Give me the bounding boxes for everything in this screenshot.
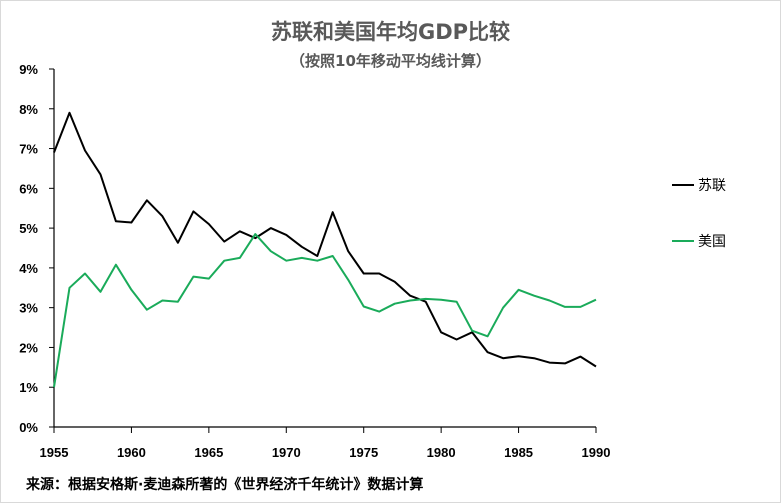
y-tick-label: 7% <box>19 142 38 157</box>
legend-label: 苏联 <box>698 178 726 194</box>
x-tick-label: 1955 <box>40 445 69 460</box>
y-tick-label: 2% <box>19 340 38 355</box>
y-tick-label: 4% <box>19 261 38 276</box>
x-tick-label: 1975 <box>349 445 378 460</box>
y-tick-label: 1% <box>19 380 38 395</box>
legend-label: 美国 <box>698 234 726 250</box>
x-tick-label: 1985 <box>504 445 533 460</box>
x-tick-label: 1965 <box>194 445 223 460</box>
series-line-ussr <box>53 111 597 368</box>
y-tick-label: 5% <box>19 221 38 236</box>
x-tick-label: 1960 <box>117 445 146 460</box>
source-note: 来源：根据安格斯·麦迪森所著的《世界经济千年统计》数据计算 <box>26 477 424 493</box>
x-tick-label: 1990 <box>582 445 611 460</box>
series-line-usa <box>53 233 597 388</box>
y-tick-label: 3% <box>19 301 38 316</box>
chart-subtitle: （按照10年移动平均线计算） <box>290 52 491 70</box>
y-tick-label: 0% <box>19 420 38 435</box>
chart-title: 苏联和美国年均GDP比较 <box>270 20 511 44</box>
x-tick-label: 1980 <box>427 445 456 460</box>
x-tick-label: 1970 <box>272 445 301 460</box>
y-tick-label: 6% <box>19 181 38 196</box>
y-tick-label: 9% <box>19 62 38 77</box>
y-tick-label: 8% <box>19 102 38 117</box>
